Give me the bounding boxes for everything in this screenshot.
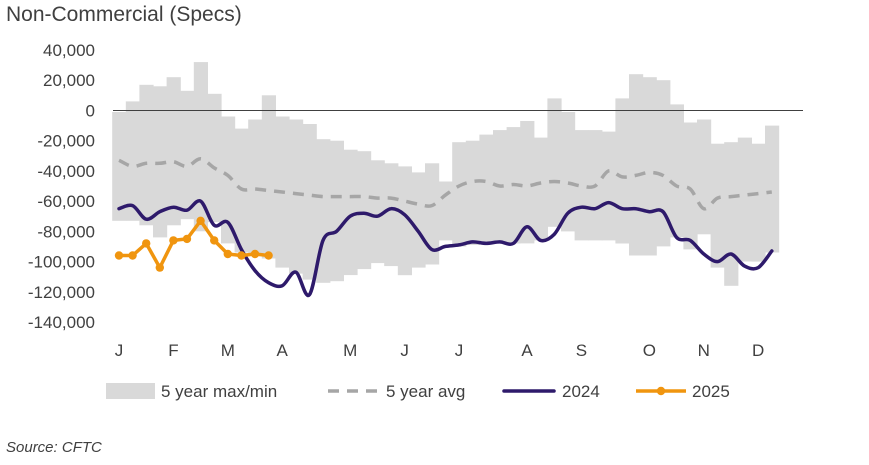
x-tick-label: N bbox=[698, 341, 710, 360]
series-2025-layer bbox=[114, 216, 273, 272]
range-bar bbox=[207, 93, 222, 223]
range-bar bbox=[139, 84, 154, 226]
range-bar bbox=[520, 121, 535, 244]
series-2025-point bbox=[155, 263, 164, 272]
range-bar bbox=[465, 140, 480, 245]
y-tick-label: -60,000 bbox=[37, 192, 95, 211]
x-tick-label: J bbox=[455, 341, 464, 360]
range-bar bbox=[547, 98, 562, 227]
avg-series-line bbox=[118, 157, 773, 211]
range-bar bbox=[193, 62, 208, 232]
legend: 5 year max/min 5 year avg 2024 2025 bbox=[106, 382, 730, 401]
y-tick-label: -20,000 bbox=[37, 132, 95, 151]
x-tick-label: O bbox=[643, 341, 656, 360]
range-bar bbox=[452, 142, 467, 247]
range-bar bbox=[751, 143, 766, 262]
series-2025-point bbox=[142, 239, 151, 248]
range-bar bbox=[125, 101, 140, 221]
series-2024-layer bbox=[117, 199, 774, 298]
max-min-range-layer bbox=[112, 62, 780, 286]
range-bar bbox=[737, 137, 752, 262]
range-bar bbox=[642, 77, 657, 256]
y-tick-label: 20,000 bbox=[43, 71, 95, 90]
series-2025-point bbox=[196, 216, 205, 225]
y-tick-label: -140,000 bbox=[28, 313, 95, 332]
range-bar bbox=[615, 98, 630, 244]
series-2025-point bbox=[114, 251, 124, 260]
range-bar bbox=[574, 130, 589, 241]
legend-2025-marker bbox=[656, 386, 666, 396]
x-tick-label: A bbox=[521, 341, 533, 360]
range-bar bbox=[370, 160, 385, 264]
y-tick-label: 40,000 bbox=[43, 41, 95, 60]
chart-title: Non-Commercial (Specs) bbox=[6, 3, 242, 26]
series-2025-point bbox=[264, 251, 273, 260]
x-tick-label: J bbox=[115, 341, 124, 360]
x-tick-label: M bbox=[343, 341, 357, 360]
legend-label: 2025 bbox=[692, 382, 730, 401]
x-tick-label: S bbox=[576, 341, 587, 360]
range-bar bbox=[248, 119, 263, 256]
y-tick-label: 0 bbox=[86, 101, 95, 120]
range-bar bbox=[397, 166, 412, 276]
range-bar bbox=[683, 122, 698, 250]
range-bar bbox=[629, 74, 644, 256]
range-bar bbox=[425, 163, 440, 265]
series-2025-point bbox=[223, 249, 232, 259]
legend-label: 5 year avg bbox=[386, 382, 465, 401]
range-bar bbox=[329, 140, 344, 282]
x-tick-label: M bbox=[221, 341, 235, 360]
series-2024-line bbox=[117, 199, 774, 298]
range-bar bbox=[724, 142, 739, 286]
range-bar bbox=[289, 119, 304, 274]
range-bar bbox=[166, 77, 181, 226]
range-bar bbox=[656, 80, 671, 247]
range-bar bbox=[384, 163, 399, 267]
x-tick-label: F bbox=[168, 341, 178, 360]
y-tick-label: -120,000 bbox=[28, 283, 95, 302]
range-bar bbox=[302, 124, 317, 280]
range-bar bbox=[710, 143, 725, 268]
x-tick-label: D bbox=[752, 341, 764, 360]
series-2025-point bbox=[182, 234, 192, 244]
range-bar bbox=[180, 90, 195, 220]
y-tick-label: -80,000 bbox=[37, 222, 95, 241]
series-2025-point bbox=[210, 236, 219, 245]
range-bar bbox=[765, 125, 780, 253]
x-tick-label: J bbox=[400, 341, 409, 360]
range-bar bbox=[221, 116, 236, 244]
range-bar bbox=[112, 112, 127, 221]
y-axis: 40,000 20,000 0 -20,000 -40,000 -60,000 -80,00… bbox=[28, 41, 95, 332]
range-bar bbox=[357, 151, 372, 270]
range-bar bbox=[561, 112, 576, 232]
series-2025-point bbox=[237, 251, 246, 260]
range-bar bbox=[343, 149, 358, 276]
series-2025-point bbox=[250, 249, 260, 259]
source-note: Source: CFTC bbox=[6, 439, 102, 456]
range-bar bbox=[261, 95, 276, 259]
range-bar bbox=[479, 134, 494, 244]
y-tick-label: -100,000 bbox=[28, 253, 95, 272]
series-2025-point bbox=[128, 251, 137, 260]
legend-label: 5 year max/min bbox=[161, 382, 277, 401]
avg-series-layer bbox=[118, 157, 773, 211]
range-bar bbox=[533, 137, 548, 241]
range-bar bbox=[438, 181, 453, 241]
series-2025-point bbox=[169, 236, 178, 245]
x-tick-label: A bbox=[277, 341, 289, 360]
range-bar bbox=[411, 172, 426, 268]
range-bar bbox=[601, 131, 616, 241]
y-tick-label: -40,000 bbox=[37, 162, 95, 181]
range-bar bbox=[669, 104, 684, 238]
range-bar bbox=[697, 119, 712, 235]
legend-label: 2024 bbox=[562, 382, 600, 401]
legend-range-swatch bbox=[106, 383, 155, 399]
